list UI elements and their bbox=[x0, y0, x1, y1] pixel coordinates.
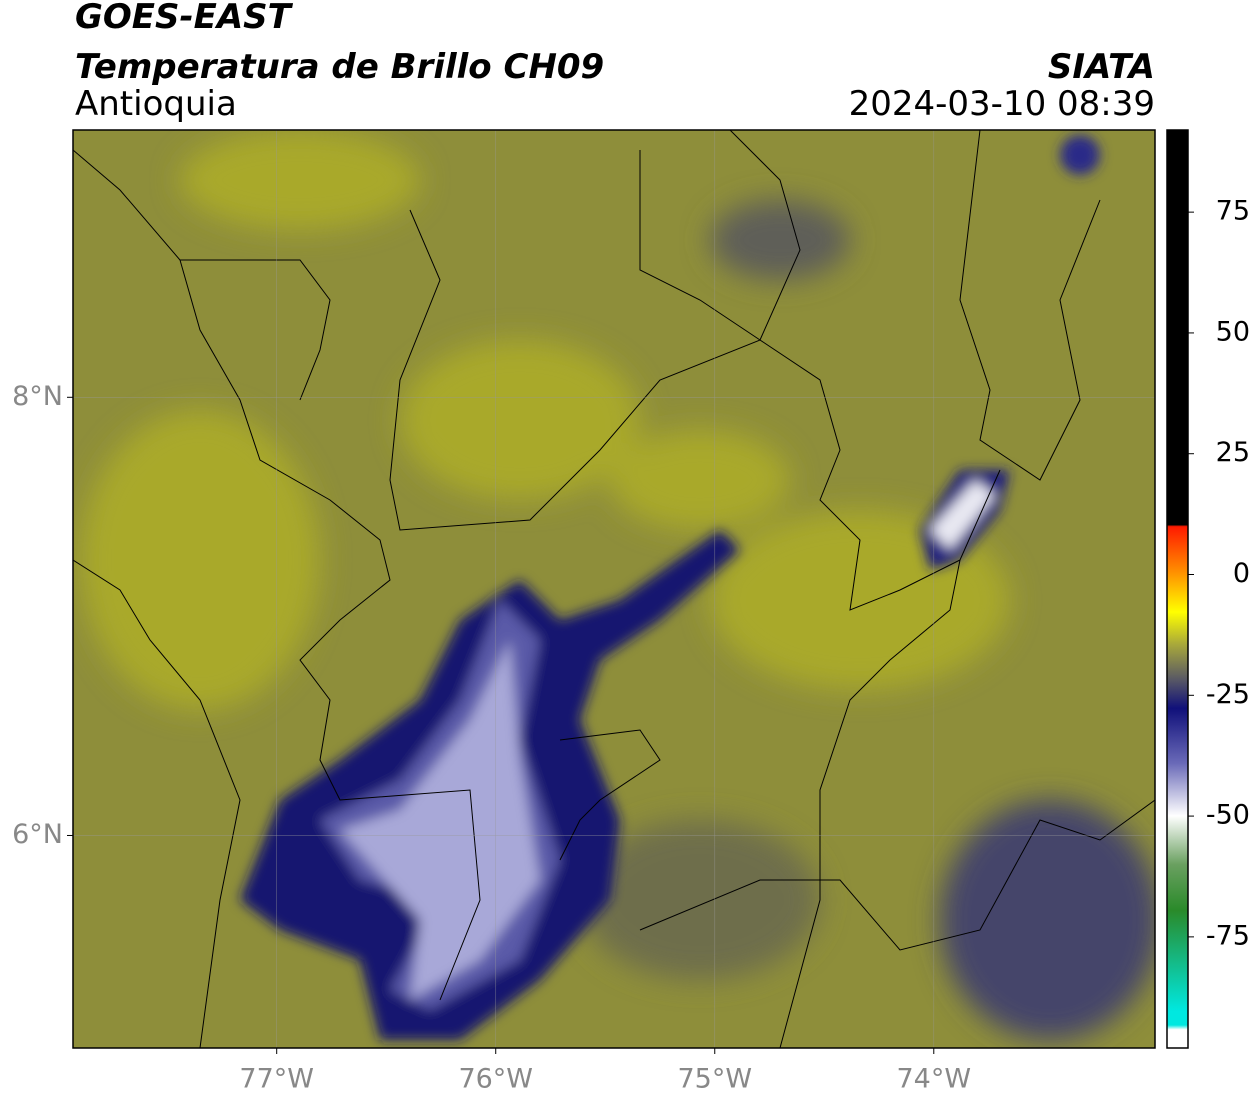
subtitle: Temperatura de Brillo CH09 bbox=[75, 47, 604, 87]
colorbar-label: 50 bbox=[1216, 316, 1250, 347]
colorbar-label: -25 bbox=[1206, 679, 1250, 710]
source: SIATA bbox=[1048, 47, 1155, 87]
colorbar bbox=[1166, 129, 1189, 1049]
lon-label: 77°W bbox=[239, 1064, 314, 1095]
colorbar-label: 75 bbox=[1216, 196, 1250, 227]
colorbar-label: -75 bbox=[1206, 920, 1250, 951]
colorbar-label: -50 bbox=[1206, 800, 1250, 831]
colorbar-label: 0 bbox=[1233, 558, 1250, 589]
region: Antioquia bbox=[75, 84, 237, 124]
map-image bbox=[73, 130, 1155, 1048]
lat-label: 8°N bbox=[12, 381, 63, 412]
lon-label: 74°W bbox=[897, 1064, 972, 1095]
lon-label: 75°W bbox=[677, 1064, 752, 1095]
datetime: 2024-03-10 08:39 bbox=[849, 84, 1155, 124]
colorbar-label: 25 bbox=[1216, 437, 1250, 468]
lon-label: 76°W bbox=[458, 1064, 533, 1095]
map-frame bbox=[72, 129, 1156, 1049]
title: GOES-EAST bbox=[75, 0, 294, 37]
lat-label: 6°N bbox=[12, 819, 63, 850]
